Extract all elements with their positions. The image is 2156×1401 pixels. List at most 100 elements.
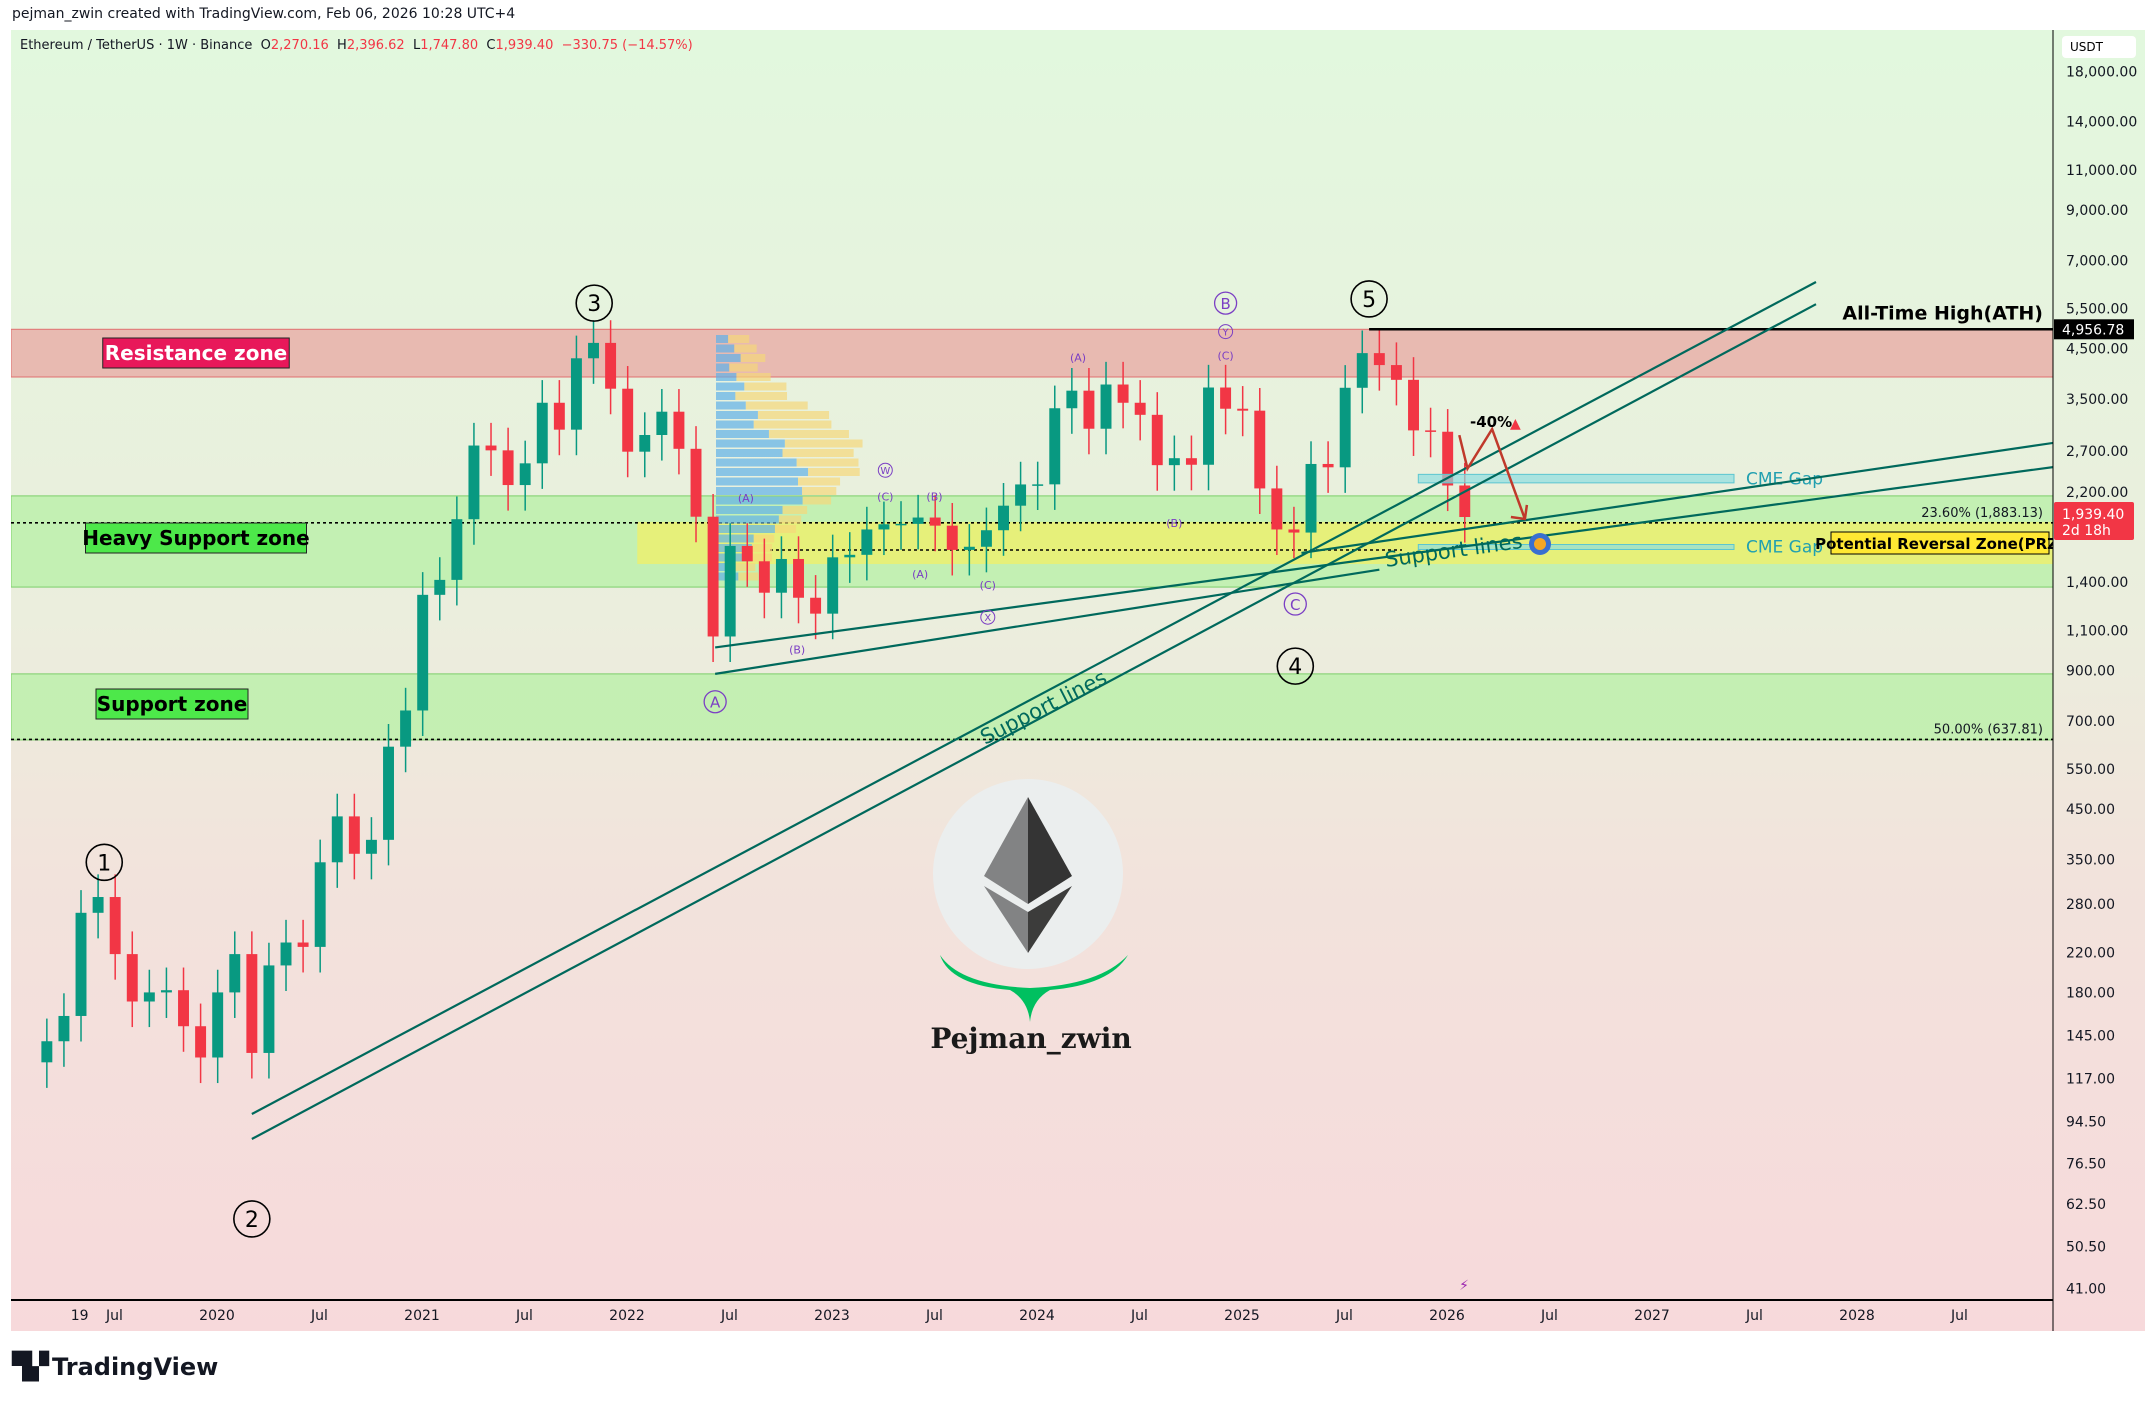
cme-gap-box: [1417, 544, 1735, 551]
price-tick: 1,100.00: [2066, 623, 2128, 639]
wave-label: (A): [1070, 352, 1086, 365]
wave-circle: [877, 462, 893, 478]
candle-body: [195, 1026, 207, 1058]
candle-body: [1032, 484, 1044, 486]
volume-profile-bar: [735, 392, 788, 400]
logo-swoosh-icon: [940, 955, 1128, 1022]
wave-circle: [85, 843, 124, 882]
time-tick: Jul: [515, 1308, 533, 1324]
fib-label: 50.00% (637.81): [1934, 722, 2043, 737]
projection-arrow: [1458, 426, 1527, 520]
wave-label: (C): [1217, 349, 1233, 362]
volume-profile-bar: [716, 420, 754, 429]
price-tick: 9,000.00: [2066, 203, 2128, 219]
wave-label: 2: [245, 1208, 259, 1233]
candle-body: [434, 579, 446, 595]
candle-body: [980, 530, 992, 547]
arrow-head-icon: [1510, 504, 1529, 521]
candle-body: [861, 529, 873, 555]
candle-body: [775, 558, 787, 593]
wave-label: C: [1290, 596, 1300, 614]
wave-label: X: [984, 613, 991, 624]
trendline: [251, 281, 1817, 1115]
author-logo-text: Pejman_zwin: [930, 1022, 1131, 1055]
candle-body: [690, 448, 702, 517]
candle-body: [1339, 387, 1351, 468]
wave-circle: [575, 284, 614, 322]
last-price-text: 1,939.40: [2062, 507, 2124, 523]
candle-body: [348, 816, 360, 854]
price-tick: 50.50: [2066, 1240, 2106, 1256]
time-tick: Jul: [720, 1308, 738, 1324]
ath-price-tag: [2054, 319, 2134, 340]
last-price-tag: [2054, 501, 2134, 540]
volume-profile-bar: [802, 487, 837, 495]
candle-body: [400, 710, 412, 747]
symbol-name[interactable]: Ethereum / TetherUS · 1W · Binance: [20, 38, 253, 53]
brand-text: TradingView: [52, 1353, 219, 1381]
volume-profile-bar: [753, 534, 775, 543]
wave-label: (B): [789, 643, 805, 656]
candle-body: [451, 519, 463, 580]
volume-profile-bar: [716, 468, 809, 476]
candle-body: [1356, 353, 1368, 388]
volume-profile-bar: [738, 572, 759, 581]
time-tick: 19: [71, 1308, 89, 1324]
candle-body: [1322, 463, 1334, 468]
candle-body: [998, 505, 1009, 531]
eth-diamond-icon: [984, 797, 1028, 904]
wave-circle: [980, 609, 996, 625]
candle-body: [502, 450, 514, 486]
volume-profile-bar: [716, 496, 803, 505]
volume-profile-bar: [784, 439, 863, 448]
cme-gap-box: [1417, 473, 1735, 484]
volume-profile-bar: [796, 458, 859, 467]
fib-label: 23.60% (1,883.13): [1921, 506, 2043, 521]
volume-profile-bar: [734, 344, 757, 353]
price-tick: 76.50: [2066, 1157, 2106, 1173]
candle-body: [314, 862, 326, 947]
time-tick: 2028: [1839, 1308, 1875, 1324]
candle-body: [1185, 458, 1197, 465]
candle-body: [519, 463, 531, 486]
candle-body: [895, 523, 907, 526]
time-tick: 2023: [814, 1308, 850, 1324]
candle-body: [109, 897, 121, 955]
candle-body: [1049, 408, 1061, 485]
candle-body: [212, 992, 224, 1058]
volume-profile-bar: [716, 363, 730, 372]
time-tick: Jul: [925, 1308, 943, 1324]
volume-profile-bar: [751, 544, 773, 552]
candle-body: [912, 517, 924, 524]
prz-label: Potential Reversal Zone(PRZ): [1815, 535, 2065, 553]
wave-label: (C): [877, 490, 893, 503]
candle-body: [246, 954, 258, 1053]
candle-body: [75, 912, 87, 1016]
wave-label: (B): [926, 490, 942, 503]
candle-body: [656, 411, 668, 435]
candle-body: [41, 1041, 53, 1063]
time-tick: 2026: [1429, 1308, 1465, 1324]
candle-body: [1425, 430, 1437, 432]
zone-label: Support zone: [97, 692, 248, 716]
volume-profile-bar: [729, 363, 758, 372]
candle-body: [485, 445, 497, 451]
candle-body: [1083, 390, 1095, 429]
wave-label: Y: [1222, 328, 1230, 339]
tradingview-logo[interactable]: ▜▞ TradingView: [12, 1352, 218, 1382]
countdown-text: 2d 18h: [2062, 523, 2111, 539]
wave-circle: [233, 1200, 271, 1238]
zone-label: Resistance zone: [105, 341, 288, 365]
currency-unit-button[interactable]: USDT: [2062, 36, 2136, 58]
volume-profile-bar: [782, 506, 808, 514]
candle-body: [622, 388, 634, 452]
zone-label: Heavy Support zone: [82, 526, 309, 550]
time-tick: Jul: [1745, 1308, 1763, 1324]
candle-body: [758, 561, 770, 593]
wave-label: B: [1220, 295, 1230, 313]
candle-body: [1271, 488, 1283, 530]
price-tick: 450.00: [2066, 802, 2115, 818]
volume-profile-bar: [744, 382, 787, 391]
price-tick: 550.00: [2066, 762, 2115, 778]
candle-body: [929, 517, 941, 526]
